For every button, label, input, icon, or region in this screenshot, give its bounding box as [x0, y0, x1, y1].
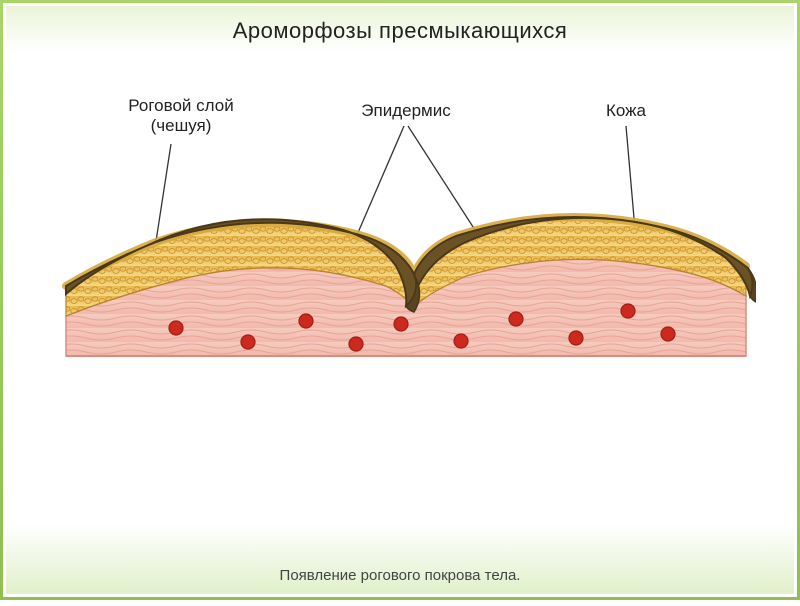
- blood-cell: [299, 314, 313, 328]
- label-horny-layer-line2: (чешуя): [151, 116, 212, 135]
- inner-frame: Ароморфозы пресмыкающихся Роговой слой (…: [6, 6, 794, 594]
- blood-cell: [241, 335, 255, 349]
- label-skin: Кожа: [586, 101, 666, 121]
- label-skin-text: Кожа: [606, 101, 646, 120]
- diagram-title: Ароморфозы пресмыкающихся: [6, 6, 794, 44]
- blood-cell: [169, 321, 183, 335]
- blood-cell: [349, 337, 363, 351]
- blood-cell: [509, 312, 523, 326]
- blood-cell: [661, 327, 675, 341]
- blood-cell: [394, 317, 408, 331]
- label-epidermis: Эпидермис: [346, 101, 466, 121]
- label-horny-layer-line1: Роговой слой: [128, 96, 233, 115]
- skin-cross-section: [56, 146, 756, 526]
- blood-cell: [569, 331, 583, 345]
- label-epidermis-text: Эпидермис: [361, 101, 450, 120]
- caption: Появление рогового покрова тела.: [6, 567, 794, 584]
- label-horny-layer: Роговой слой (чешуя): [101, 96, 261, 137]
- blood-cell: [454, 334, 468, 348]
- diagram-svg: [56, 146, 756, 396]
- blood-cell: [621, 304, 635, 318]
- outer-frame: Ароморфозы пресмыкающихся Роговой слой (…: [0, 0, 800, 600]
